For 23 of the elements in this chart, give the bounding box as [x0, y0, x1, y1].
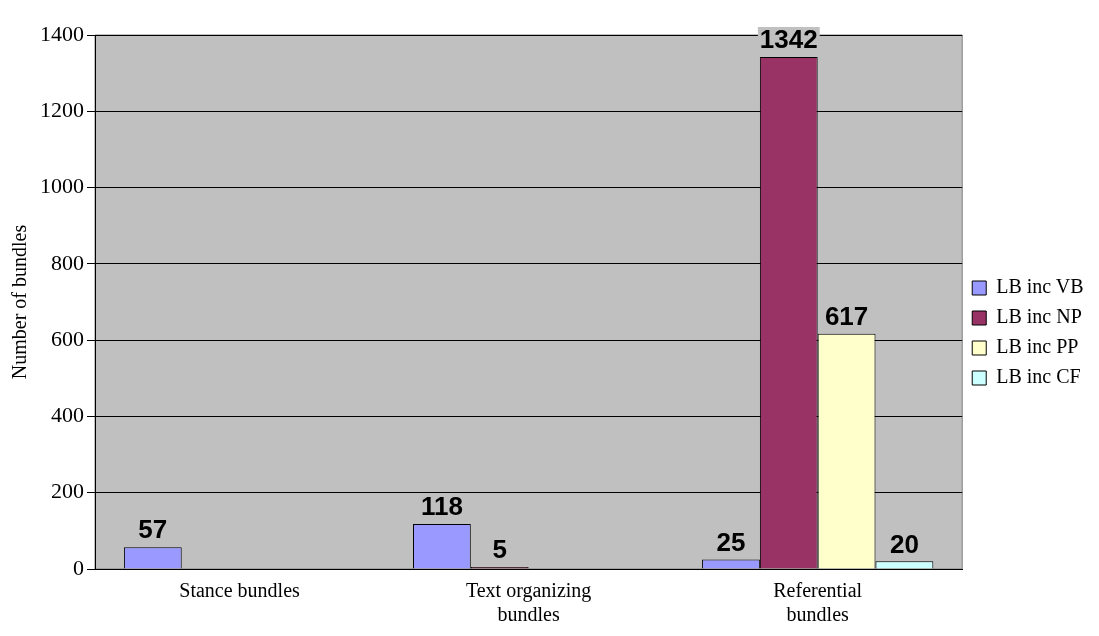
- y-tick-label: 400: [51, 402, 84, 428]
- y-tick-label: 1000: [40, 173, 84, 199]
- data-label: 57: [138, 514, 168, 545]
- x-tick-label: Text organizing bundles: [465, 579, 592, 626]
- data-label: 20: [889, 528, 919, 559]
- y-tick-label: 1200: [40, 97, 84, 123]
- y-tick-label: 200: [51, 478, 84, 504]
- data-label: 25: [716, 526, 746, 557]
- y-tick-label: 600: [51, 325, 84, 351]
- data-label: 5: [492, 534, 507, 565]
- x-tick-label: Referential bundles: [773, 579, 863, 626]
- y-axis-title: Number of bundles: [8, 224, 31, 380]
- legend-label: LB inc PP: [996, 335, 1079, 358]
- y-tick-label: 0: [73, 554, 84, 580]
- legend-label: LB inc CF: [996, 365, 1081, 388]
- y-tick-label: 800: [51, 249, 84, 275]
- data-label: 1342: [759, 24, 818, 55]
- x-tick-label: Stance bundles: [179, 579, 301, 602]
- y-tick-label: 1400: [40, 20, 84, 46]
- legend-label: LB inc VB: [996, 275, 1084, 298]
- data-label: 617: [824, 300, 869, 331]
- data-label: 118: [420, 491, 463, 522]
- legend-label: LB inc NP: [996, 305, 1082, 328]
